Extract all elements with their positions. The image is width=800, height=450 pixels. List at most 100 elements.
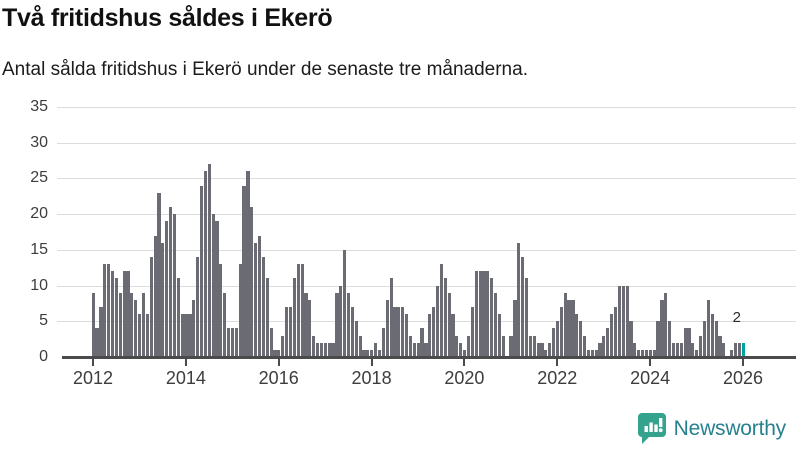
bar-2025-10 [729,349,734,357]
bar-2020-11 [501,335,505,357]
bar-2015-01 [230,328,235,357]
bar-2021-03 [517,242,521,357]
newsworthy-wordmark: Newsworthy [673,416,787,440]
bar-2013-07 [161,242,165,357]
bar-2016-01 [277,349,281,357]
gridline-y25 [57,178,796,180]
bar-2014-06 [203,171,207,357]
bar-2025-08 [722,342,726,357]
bar-2012-02 [95,328,99,357]
bar-2013-04 [149,256,153,357]
bar-2018-10 [404,314,409,357]
bar-2017-10 [358,335,362,357]
bar-2019-06 [435,285,440,357]
bar-2014-07 [207,164,211,357]
bar-2017-08 [350,306,354,357]
bar-2012-11 [130,292,134,357]
bar-2025-11 [733,342,738,357]
bar-2024-07 [671,342,676,357]
bar-2017-11 [362,349,366,357]
bar-2014-12 [227,328,231,357]
x-axis-label-2014: 2014 [165,368,206,388]
bar-2014-10 [219,264,223,357]
bar-2018-08 [397,306,401,357]
bar-2024-10 [683,328,687,357]
bar-2016-03 [285,306,289,357]
last-value-label: 2 [732,309,741,326]
bar-2024-05 [664,292,668,357]
bar-2018-02 [374,342,378,357]
bar-2013-11 [176,278,180,357]
bar-2017-09 [354,321,358,357]
bar-2022-09 [586,349,591,357]
bar-2019-07 [439,264,443,357]
x-tick-2022 [556,356,559,366]
bar-2015-03 [238,264,242,357]
y-axis-label-20: 20 [30,205,48,223]
bar-2023-10 [637,349,641,357]
bar-2021-07 [532,335,536,357]
x-tick-2024 [649,356,652,366]
x-tick-2020 [463,356,466,366]
bar-2024-03 [656,321,660,357]
bar-2020-09 [493,292,498,357]
bar-2016-09 [308,299,312,357]
bar-2018-07 [393,306,397,357]
bar-2012-04 [103,264,107,357]
bar-2022-03 [563,292,567,357]
bar-2022-01 [555,321,560,357]
x-tick-2018 [370,356,373,366]
bar-2019-11 [455,335,459,357]
bar-2017-12 [366,349,370,357]
bar-2022-10 [590,349,594,357]
gridline-y5 [57,321,796,323]
bar-2022-08 [582,335,587,357]
bar-2014-08 [211,214,215,357]
y-axis-label-5: 5 [39,312,48,330]
gridline-y15 [57,249,796,251]
bar-2026-01 [741,342,745,357]
bar-2023-03 [610,314,614,357]
bar-2020-02 [466,335,471,357]
bar-2023-05 [617,285,621,357]
bar-2024-02 [652,349,656,357]
bar-2014-03 [192,299,196,357]
bar-2019-02 [420,328,424,357]
bar-2015-05 [246,171,250,357]
bar-2020-03 [470,306,474,357]
bar-2019-08 [443,278,447,357]
bar-2023-07 [625,285,629,357]
bar-2015-04 [242,185,246,357]
bar-2022-06 [575,314,579,357]
bar-2019-03 [424,342,428,357]
y-axis-label-0: 0 [39,348,48,365]
x-axis-label-2018: 2018 [351,368,392,388]
bar-2019-12 [459,342,463,357]
bar-2012-03 [99,306,103,357]
bar-2024-01 [648,349,652,357]
bar-2013-12 [180,314,184,357]
bar-2012-06 [110,271,115,357]
bar-2012-08 [118,292,122,357]
bar-2015-12 [273,349,277,357]
bar-2013-06 [157,192,161,357]
bar-2013-05 [153,235,157,357]
bar-2025-02 [699,335,703,357]
bar-2016-05 [292,278,296,357]
bar-2016-08 [304,292,308,357]
bar-2025-06 [714,321,718,357]
bar-2021-08 [536,342,540,357]
bar-2014-09 [215,221,219,357]
bar-2018-12 [412,342,416,357]
gridline-y20 [57,214,796,216]
bar-2022-02 [559,306,563,357]
bar-2022-11 [594,349,598,357]
newsworthy-logo[interactable]: Newsworthy [637,412,786,445]
newsworthy-logo-icon [637,412,667,445]
bar-2016-06 [296,264,300,357]
bar-2021-12 [552,328,556,357]
bar-2013-01 [138,314,142,357]
bar-2018-06 [389,278,393,357]
bar-2015-07 [254,242,258,357]
bar-2017-02 [327,342,331,357]
